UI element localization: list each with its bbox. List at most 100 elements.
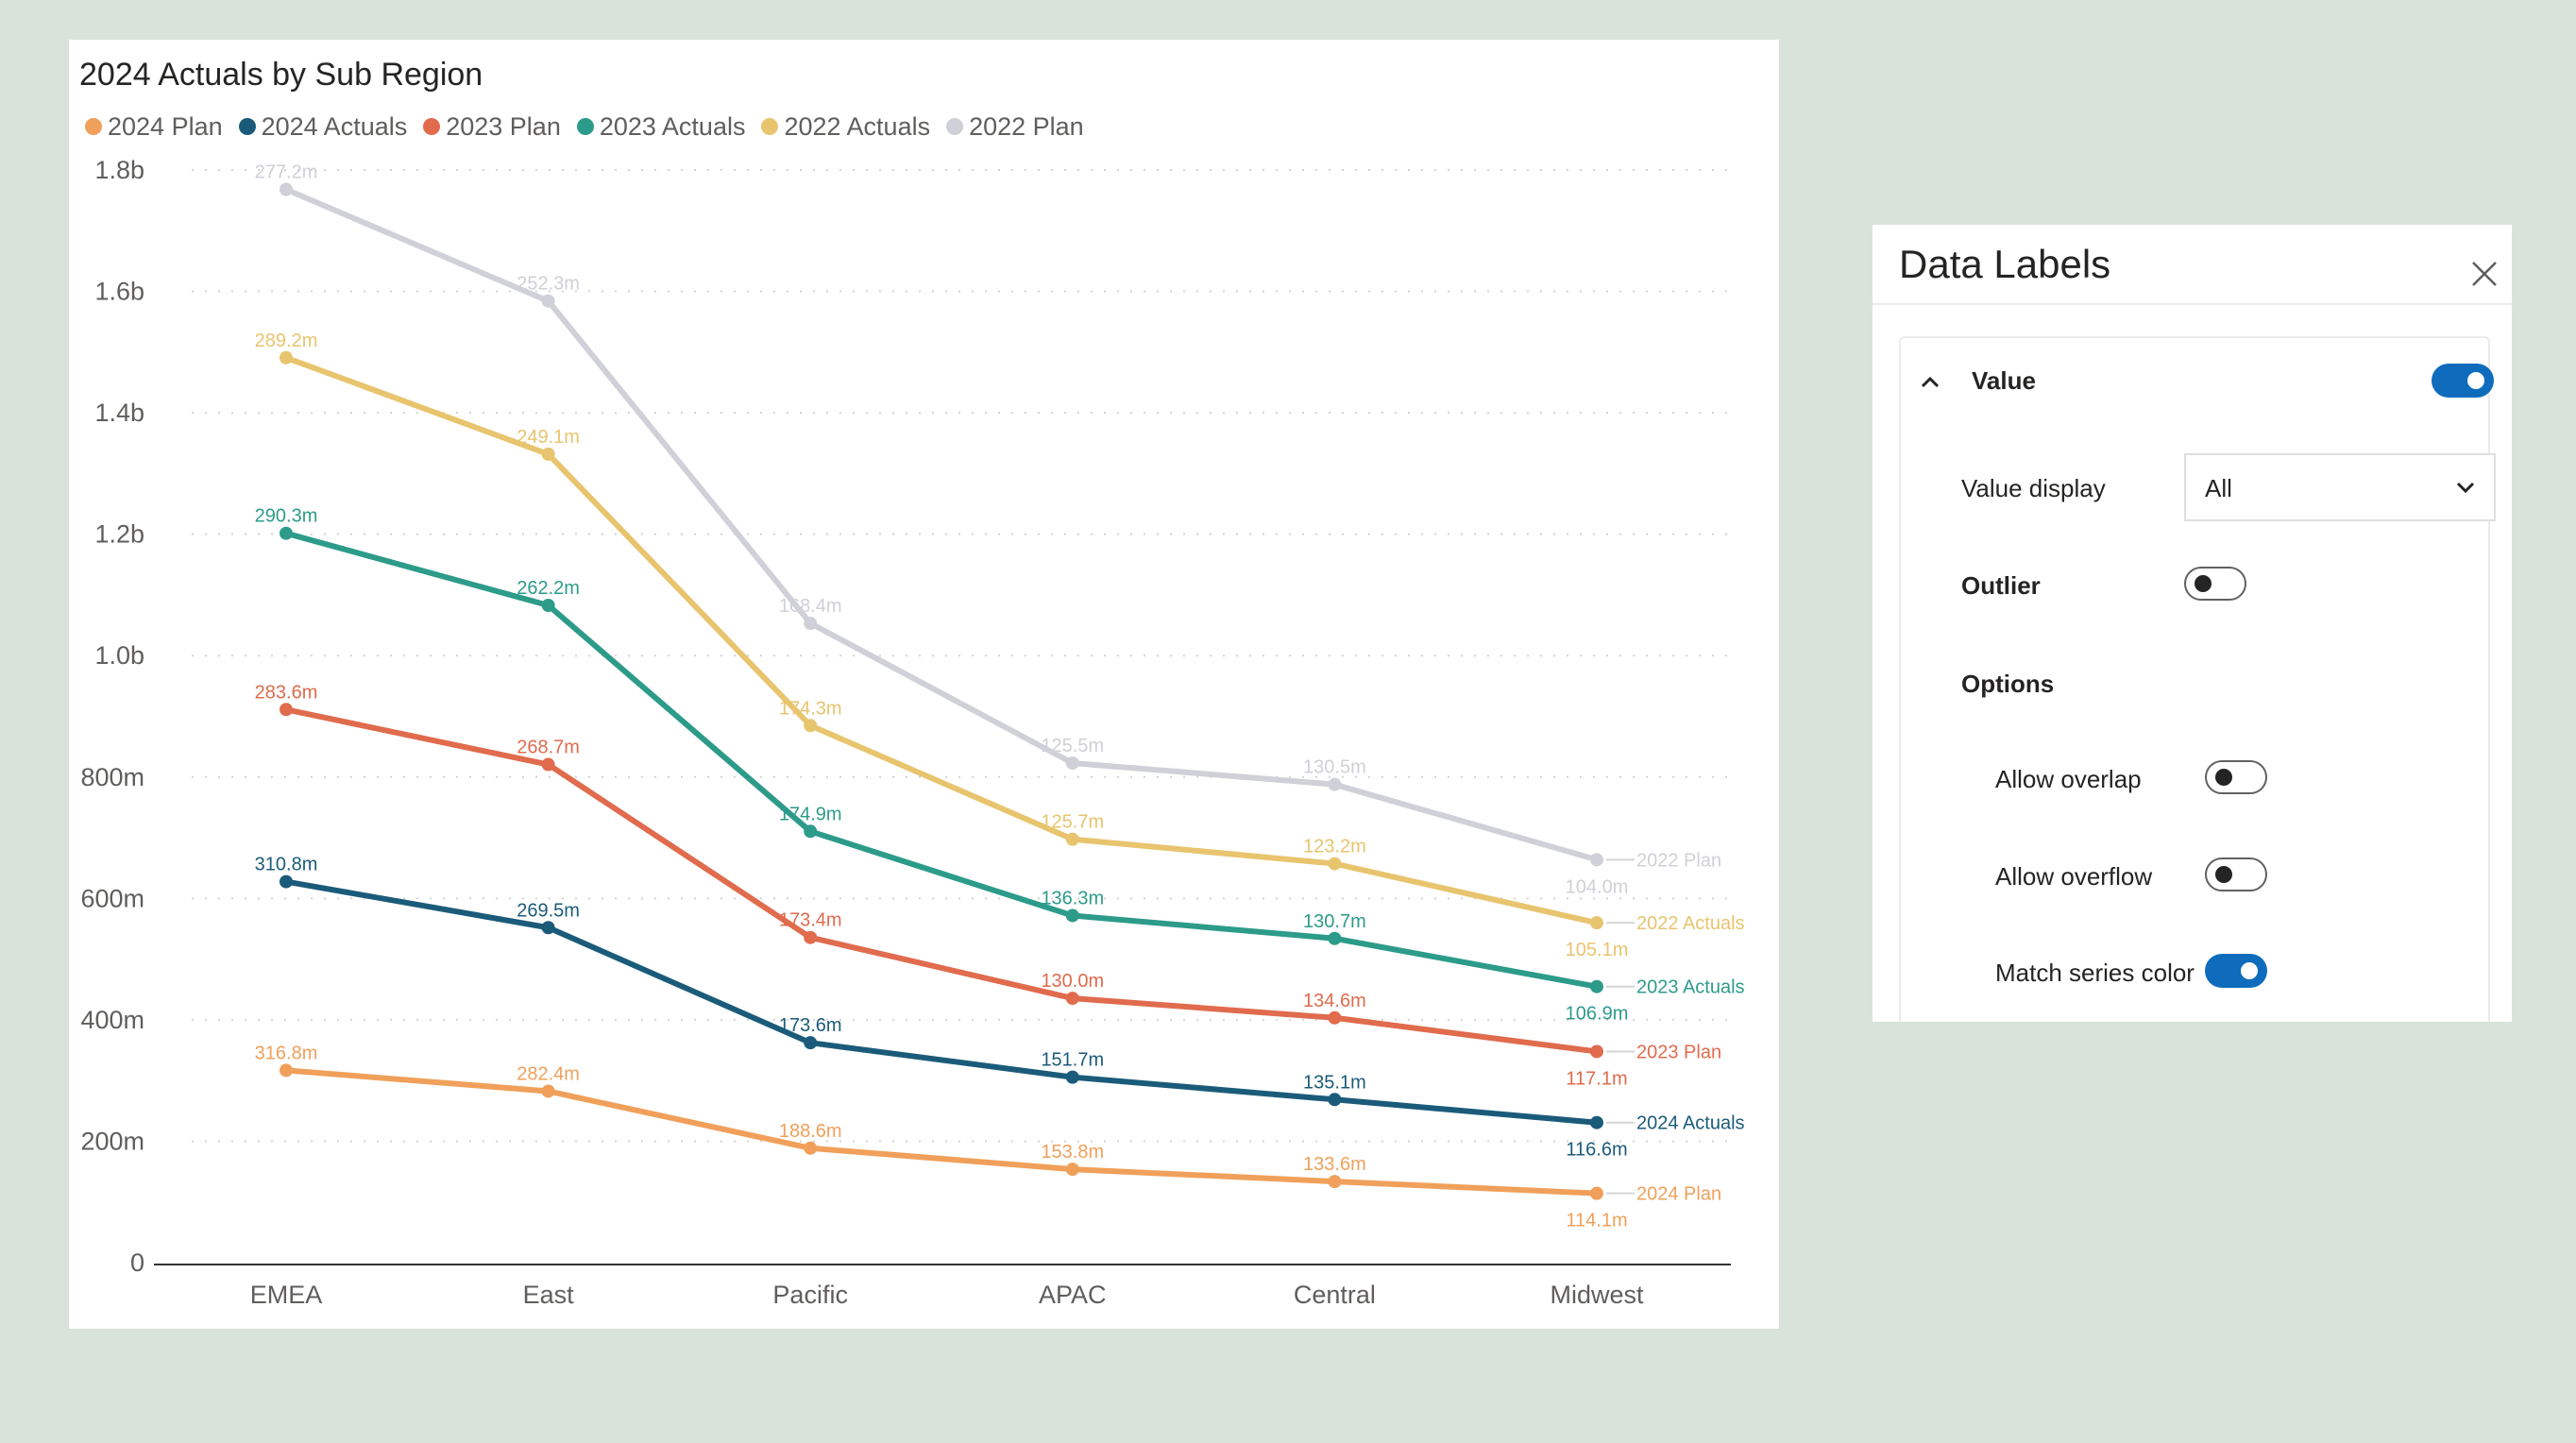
data-label: 136.3m (1041, 888, 1104, 908)
legend-item[interactable]: 2024 Plan (85, 112, 223, 142)
match-series-color-label: Match series color (1995, 959, 2195, 987)
data-point[interactable] (1328, 1093, 1342, 1107)
data-point[interactable] (1590, 916, 1603, 930)
data-labels-panel: Data Labels Value Value display All Outl… (1873, 225, 2512, 1022)
allow-overflow-label: Allow overflow (1995, 862, 2153, 891)
data-point[interactable] (541, 757, 555, 772)
match-series-color-toggle[interactable] (2205, 954, 2267, 988)
value-toggle[interactable] (2432, 364, 2494, 398)
series-line[interactable] (283, 186, 1600, 863)
data-point[interactable] (541, 447, 555, 461)
series-line[interactable] (283, 354, 1600, 926)
data-point[interactable] (541, 599, 555, 613)
x-tick-label: East (523, 1281, 575, 1309)
data-label: 173.6m (779, 1015, 842, 1036)
allow-overflow-toggle[interactable] (2205, 857, 2267, 891)
panel-title: Data Labels (1899, 242, 2111, 286)
y-tick-label: 1.4b (94, 399, 144, 427)
data-point[interactable] (1065, 1163, 1079, 1177)
data-point[interactable] (804, 617, 818, 631)
data-label: 249.1m (517, 427, 580, 448)
data-label: 125.7m (1041, 812, 1104, 833)
legend-item[interactable]: 2024 Actuals (238, 112, 407, 142)
y-tick-label: 200m (80, 1127, 144, 1155)
data-label: 310.8m (255, 855, 318, 875)
data-label: 130.0m (1041, 971, 1104, 992)
legend-item[interactable]: 2023 Plan (423, 112, 561, 142)
data-point[interactable] (804, 824, 818, 839)
data-point[interactable] (1590, 853, 1603, 867)
legend-label: 2022 Actuals (784, 111, 931, 141)
data-point[interactable] (1590, 1115, 1603, 1129)
data-point[interactable] (1328, 1175, 1342, 1189)
data-point[interactable] (280, 874, 293, 889)
x-tick-label: Central (1294, 1281, 1376, 1309)
data-point[interactable] (1590, 1186, 1603, 1200)
series-end-label: 2024 Actuals (1636, 1113, 1745, 1134)
x-tick-label: APAC (1039, 1281, 1107, 1309)
toggle-knob (2467, 372, 2484, 389)
allow-overlap-toggle[interactable] (2205, 760, 2267, 794)
y-tick-label: 400m (80, 1006, 144, 1034)
data-point[interactable] (280, 350, 293, 365)
legend-item[interactable]: 2022 Plan (946, 112, 1084, 142)
value-display-selected: All (2205, 474, 2232, 502)
data-point[interactable] (804, 1141, 818, 1155)
legend-label: 2023 Actuals (599, 111, 746, 141)
legend-marker (576, 118, 594, 135)
data-point[interactable] (541, 1084, 555, 1098)
data-label: 168.4m (779, 596, 842, 617)
data-point[interactable] (804, 1036, 818, 1050)
data-label: 153.8m (1041, 1142, 1104, 1163)
series-line[interactable] (283, 1067, 1600, 1197)
data-point[interactable] (1328, 857, 1342, 871)
legend-item[interactable]: 2023 Actuals (576, 111, 746, 142)
data-point[interactable] (1065, 1070, 1079, 1084)
series-line[interactable] (283, 706, 1600, 1055)
chevron-up-icon[interactable] (1916, 368, 1944, 397)
x-tick-label: EMEA (250, 1281, 323, 1309)
data-point[interactable] (804, 930, 818, 944)
legend-item[interactable]: 2022 Actuals (761, 112, 930, 142)
data-point[interactable] (280, 1063, 293, 1078)
data-label: 174.3m (779, 698, 842, 719)
data-point[interactable] (1590, 979, 1603, 993)
data-point[interactable] (280, 182, 293, 196)
legend-marker (423, 118, 441, 135)
series-end-label: 2023 Actuals (1636, 977, 1745, 998)
value-section-label: Value (1972, 366, 2036, 395)
data-point[interactable] (1065, 832, 1079, 846)
panel-divider (1873, 303, 2512, 305)
value-display-dropdown[interactable]: All (2184, 453, 2496, 521)
series-line[interactable] (283, 530, 1600, 990)
data-point[interactable] (280, 703, 293, 717)
data-point[interactable] (804, 719, 818, 733)
legend-marker (946, 118, 964, 135)
data-label: 123.2m (1303, 837, 1366, 857)
series-line[interactable] (283, 878, 1600, 1126)
data-point[interactable] (280, 526, 293, 540)
data-label: 283.6m (255, 682, 318, 703)
data-point[interactable] (1328, 777, 1342, 791)
data-point[interactable] (1590, 1044, 1603, 1059)
close-icon[interactable] (2467, 257, 2501, 291)
data-label: 188.6m (779, 1121, 842, 1142)
data-point[interactable] (1065, 908, 1079, 923)
allow-overlap-label: Allow overlap (1995, 765, 2142, 793)
value-display-label: Value display (1961, 474, 2106, 502)
y-tick-label: 800m (80, 763, 144, 791)
legend-label: 2022 Plan (969, 111, 1084, 141)
data-label: 125.5m (1041, 736, 1104, 756)
data-label: 114.1m (1566, 1211, 1627, 1231)
data-point[interactable] (541, 921, 555, 935)
data-point[interactable] (1065, 755, 1079, 770)
series-end-label: 2022 Plan (1636, 850, 1721, 871)
data-label: 289.2m (255, 331, 318, 351)
data-point[interactable] (1328, 1010, 1342, 1025)
data-point[interactable] (1328, 931, 1342, 945)
chevron-down-icon (2456, 482, 2475, 494)
outlier-toggle[interactable] (2184, 567, 2246, 601)
data-label: 151.7m (1041, 1050, 1104, 1071)
data-point[interactable] (541, 294, 555, 308)
data-point[interactable] (1065, 992, 1079, 1006)
